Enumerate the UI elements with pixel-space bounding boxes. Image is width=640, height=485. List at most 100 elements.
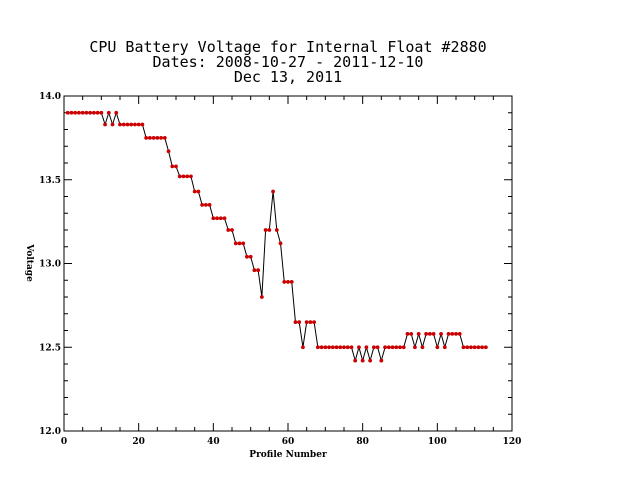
data-point bbox=[237, 241, 242, 246]
data-point bbox=[103, 122, 107, 127]
data-point bbox=[349, 345, 354, 350]
data-point bbox=[185, 174, 190, 179]
y-tick-label: 14.0 bbox=[39, 92, 61, 102]
data-point bbox=[245, 254, 249, 259]
series-line bbox=[67, 111, 486, 363]
x-tick-labels: 0 20 40 60 80 100 120 bbox=[61, 437, 522, 447]
data-point bbox=[375, 345, 380, 350]
y-tick-label: 13.5 bbox=[39, 176, 61, 186]
data-point bbox=[315, 345, 320, 350]
data-point bbox=[192, 189, 197, 194]
data-point bbox=[353, 358, 358, 363]
data-point bbox=[118, 122, 122, 127]
data-point bbox=[263, 228, 268, 232]
data-point bbox=[450, 331, 455, 336]
data-point bbox=[267, 228, 272, 232]
data-point bbox=[413, 345, 417, 350]
data-point bbox=[405, 331, 410, 336]
data-point bbox=[394, 345, 399, 350]
data-point bbox=[379, 358, 384, 363]
data-point bbox=[248, 254, 253, 259]
data-point bbox=[106, 110, 111, 115]
series-markers bbox=[65, 110, 488, 363]
data-point bbox=[424, 331, 429, 336]
data-point bbox=[181, 174, 186, 179]
data-point bbox=[383, 345, 387, 350]
data-point bbox=[409, 331, 414, 336]
data-point bbox=[308, 320, 313, 325]
data-point bbox=[420, 345, 425, 350]
data-point bbox=[319, 345, 324, 350]
data-point bbox=[252, 268, 257, 273]
data-point bbox=[327, 345, 331, 350]
data-point bbox=[95, 110, 100, 115]
data-point bbox=[323, 345, 328, 350]
data-point bbox=[215, 216, 219, 221]
x-tick-label: 0 bbox=[61, 437, 67, 447]
data-point bbox=[472, 345, 477, 350]
y-axis-label: Voltage bbox=[24, 243, 34, 282]
data-point bbox=[342, 345, 346, 350]
data-point bbox=[401, 345, 406, 350]
data-point bbox=[446, 331, 451, 336]
x-tick-label: 40 bbox=[207, 437, 220, 447]
data-point bbox=[211, 216, 216, 221]
data-point bbox=[431, 331, 436, 336]
data-point bbox=[338, 345, 343, 350]
data-point bbox=[144, 135, 149, 140]
x-axis-label: Profile Number bbox=[249, 450, 327, 460]
data-point bbox=[442, 345, 447, 350]
data-point bbox=[203, 202, 208, 207]
data-point bbox=[77, 110, 81, 115]
data-point bbox=[162, 135, 167, 140]
data-point bbox=[390, 345, 395, 350]
data-point bbox=[136, 122, 141, 127]
data-point bbox=[73, 110, 78, 115]
data-point bbox=[282, 280, 287, 284]
data-point bbox=[271, 189, 275, 194]
data-point bbox=[166, 149, 171, 154]
data-point bbox=[129, 122, 134, 127]
data-point bbox=[364, 345, 369, 350]
data-point bbox=[465, 345, 470, 350]
data-point bbox=[110, 122, 115, 127]
x-tick-label: 60 bbox=[282, 437, 295, 447]
data-point bbox=[345, 345, 350, 350]
data-point bbox=[312, 320, 317, 325]
data-point bbox=[200, 202, 205, 207]
data-point bbox=[330, 345, 335, 350]
data-point bbox=[368, 358, 373, 363]
x-tick-label: 100 bbox=[428, 437, 447, 447]
data-point bbox=[125, 122, 130, 127]
data-point bbox=[65, 110, 70, 115]
x-tick-label: 80 bbox=[356, 437, 369, 447]
data-point bbox=[140, 122, 145, 127]
data-point bbox=[439, 331, 443, 336]
data-point bbox=[476, 345, 481, 350]
data-point bbox=[133, 122, 137, 127]
plot-frame bbox=[63, 95, 513, 432]
data-point bbox=[398, 345, 402, 350]
data-point bbox=[207, 202, 212, 207]
data-point bbox=[304, 320, 309, 325]
data-point bbox=[88, 110, 93, 115]
y-tick-label: 13.0 bbox=[39, 260, 61, 270]
data-point bbox=[196, 189, 201, 194]
data-point bbox=[147, 135, 152, 140]
data-point bbox=[218, 216, 223, 221]
data-point bbox=[226, 228, 231, 232]
data-point bbox=[274, 228, 279, 232]
data-point bbox=[454, 331, 458, 336]
data-point bbox=[483, 345, 488, 350]
data-point bbox=[80, 110, 85, 115]
data-point bbox=[297, 320, 302, 325]
chart-title-line-1: CPU Battery Voltage for Internal Float #… bbox=[89, 38, 486, 56]
data-point bbox=[230, 228, 234, 232]
data-point bbox=[457, 331, 462, 336]
data-point bbox=[222, 216, 227, 221]
data-point bbox=[416, 331, 421, 336]
data-point bbox=[151, 135, 156, 140]
data-point bbox=[435, 345, 440, 350]
data-point bbox=[461, 345, 466, 350]
